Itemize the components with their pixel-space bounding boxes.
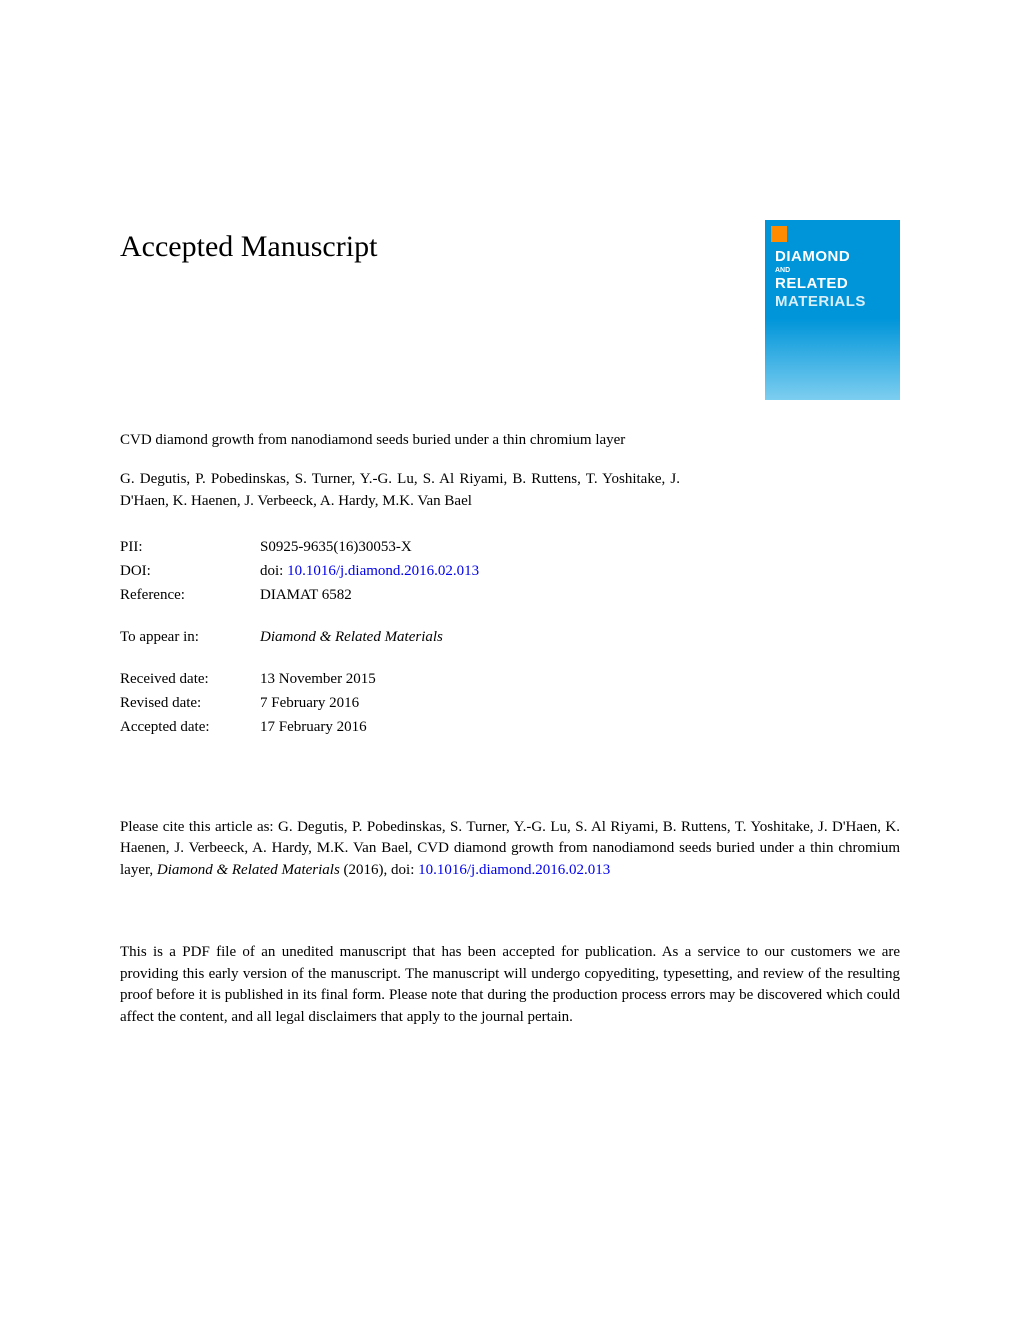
journal-cover: DIAMOND AND RELATED MATERIALS	[765, 220, 900, 400]
doi-link[interactable]: 10.1016/j.diamond.2016.02.013	[287, 563, 479, 579]
disclaimer-text: This is a PDF file of an unedited manusc…	[120, 942, 900, 1029]
meta-row-received: Received date: 13 November 2015	[120, 667, 900, 691]
cover-line2: RELATED	[775, 275, 848, 292]
spacer	[120, 757, 900, 817]
cover-and: AND	[775, 267, 894, 275]
appear-label: To appear in:	[120, 625, 260, 649]
appear-block: To appear in: Diamond & Related Material…	[120, 625, 900, 649]
citation-block: Please cite this article as: G. Degutis,…	[120, 817, 900, 882]
reference-value: DIAMAT 6582	[260, 583, 352, 607]
journal-cover-title: DIAMOND AND RELATED MATERIALS	[775, 248, 894, 310]
meta-row-doi: DOI: doi: 10.1016/j.diamond.2016.02.013	[120, 559, 900, 583]
appear-value: Diamond & Related Materials	[260, 625, 443, 649]
dates-block: Received date: 13 November 2015 Revised …	[120, 667, 900, 739]
header-row: Accepted Manuscript DIAMOND AND RELATED …	[120, 230, 900, 400]
pii-label: PII:	[120, 535, 260, 559]
revised-label: Revised date:	[120, 691, 260, 715]
citation-year: (2016), doi:	[340, 862, 418, 878]
doi-value: doi: 10.1016/j.diamond.2016.02.013	[260, 559, 479, 583]
meta-row-appear: To appear in: Diamond & Related Material…	[120, 625, 900, 649]
metadata-block: PII: S0925-9635(16)30053-X DOI: doi: 10.…	[120, 535, 900, 607]
manuscript-page: Accepted Manuscript DIAMOND AND RELATED …	[0, 0, 1020, 1029]
elsevier-logo-icon	[771, 226, 787, 242]
meta-row-accepted: Accepted date: 17 February 2016	[120, 715, 900, 739]
authors-list: G. Degutis, P. Pobedinskas, S. Turner, Y…	[120, 469, 680, 513]
cover-line3: MATERIALS	[775, 293, 866, 310]
citation-doi-link[interactable]: 10.1016/j.diamond.2016.02.013	[418, 862, 610, 878]
received-label: Received date:	[120, 667, 260, 691]
meta-row-pii: PII: S0925-9635(16)30053-X	[120, 535, 900, 559]
citation-journal: Diamond & Related Materials	[157, 862, 340, 878]
page-heading: Accepted Manuscript	[120, 230, 377, 264]
received-value: 13 November 2015	[260, 667, 376, 691]
doi-prefix: doi:	[260, 563, 287, 579]
reference-label: Reference:	[120, 583, 260, 607]
pii-value: S0925-9635(16)30053-X	[260, 535, 412, 559]
cover-line1: DIAMOND	[775, 248, 850, 265]
revised-value: 7 February 2016	[260, 691, 359, 715]
meta-row-reference: Reference: DIAMAT 6582	[120, 583, 900, 607]
accepted-label: Accepted date:	[120, 715, 260, 739]
article-title: CVD diamond growth from nanodiamond seed…	[120, 430, 680, 451]
doi-label: DOI:	[120, 559, 260, 583]
accepted-value: 17 February 2016	[260, 715, 367, 739]
meta-row-revised: Revised date: 7 February 2016	[120, 691, 900, 715]
